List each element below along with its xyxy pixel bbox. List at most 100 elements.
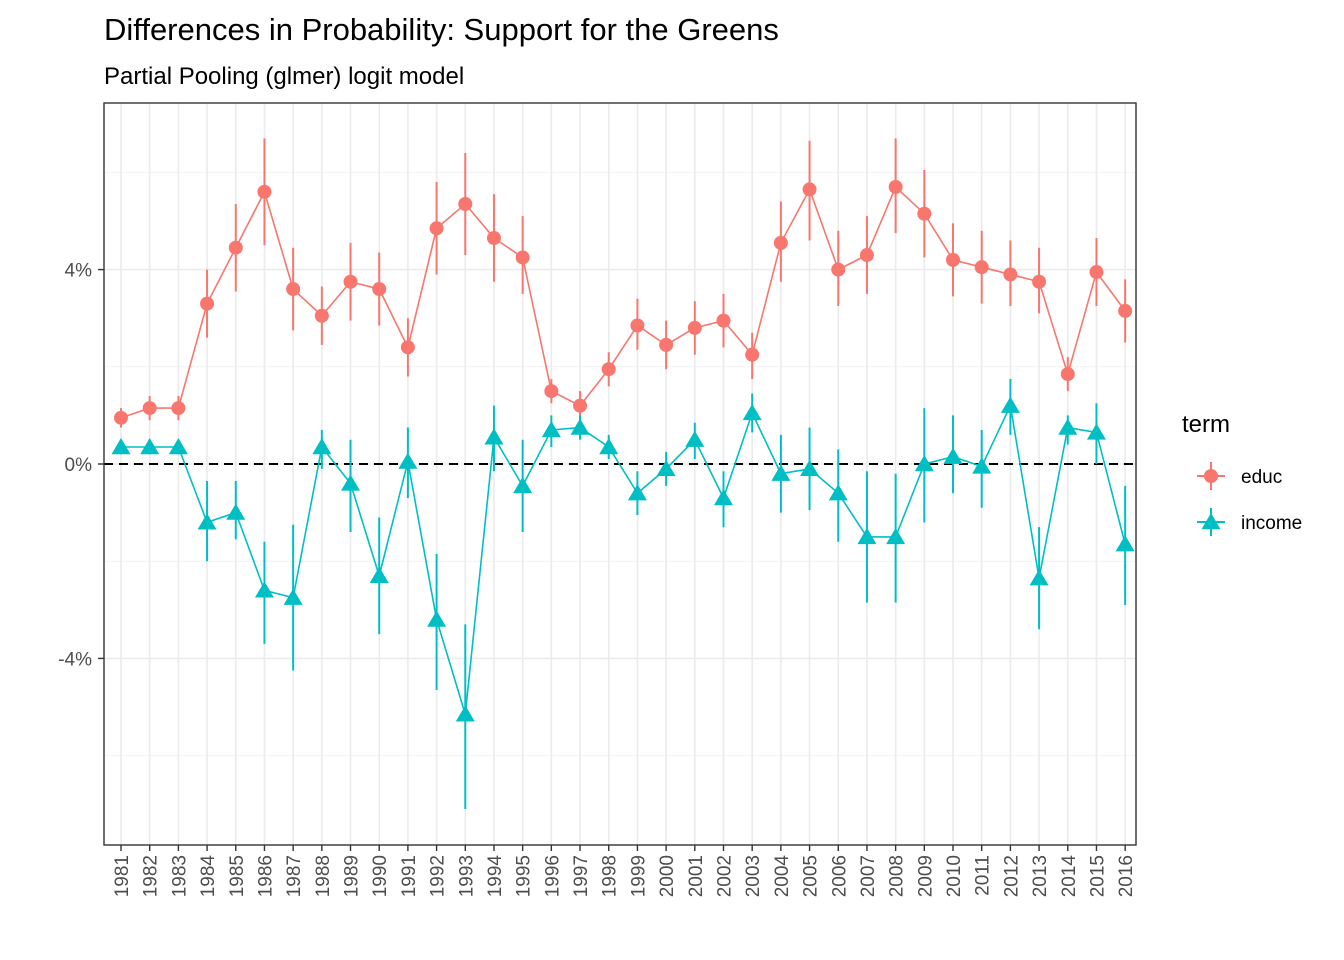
income-point — [771, 464, 791, 481]
educ-point — [257, 184, 272, 199]
educ-point — [773, 235, 788, 250]
x-tick-label: 2003 — [743, 855, 764, 897]
educ-point — [1089, 265, 1104, 280]
x-tick-label: 2005 — [801, 855, 822, 897]
educ-point — [114, 410, 128, 425]
x-tick-label: 1995 — [514, 855, 535, 897]
income-point — [656, 459, 676, 477]
x-tick-label: 1992 — [428, 855, 449, 897]
educ-point — [228, 240, 243, 255]
x-tick-label: 1981 — [112, 855, 133, 897]
x-tick-label: 1983 — [169, 855, 190, 897]
income-point — [283, 588, 303, 605]
x-tick-label: 1998 — [600, 855, 621, 897]
legend-title: term — [1182, 411, 1230, 438]
income-point — [513, 476, 533, 494]
x-tick-label: 2009 — [915, 855, 936, 897]
educ-point — [888, 179, 903, 194]
income-point — [369, 566, 389, 583]
educ-point — [286, 282, 301, 297]
income-point — [226, 503, 246, 520]
y-tick-label: 4% — [65, 261, 93, 282]
educ-point — [946, 252, 961, 267]
x-tick-label: 1996 — [542, 855, 563, 897]
educ-point — [1032, 274, 1047, 289]
educ-point — [544, 384, 559, 399]
income-point — [341, 474, 361, 491]
income-point — [541, 420, 561, 438]
x-tick-label: 2002 — [714, 855, 735, 897]
educ-point — [486, 231, 501, 246]
y-tick-label: 0% — [65, 455, 93, 476]
educ-point — [917, 206, 932, 221]
plot-panel: -4% 0% 4% 1981 1982 1983 1984 1985 1986 1987 1988 1… — [58, 102, 1137, 898]
series-educ — [114, 138, 1133, 428]
educ-point — [314, 308, 329, 323]
panel-background — [104, 103, 1136, 845]
x-tick-label: 1997 — [571, 855, 592, 897]
x-tick-label: 1985 — [227, 855, 248, 897]
income-point — [197, 513, 217, 530]
income-point — [111, 437, 131, 455]
x-tick-label: 2007 — [858, 855, 879, 897]
educ-point — [630, 318, 645, 333]
x-tick-label: 1989 — [342, 855, 363, 897]
educ-point — [429, 221, 444, 236]
x-tick-label: 1990 — [370, 855, 391, 897]
educ-point — [859, 248, 874, 263]
legend: term educ income — [1182, 411, 1302, 536]
income-point — [1058, 418, 1078, 435]
x-tick-label: 1988 — [313, 855, 334, 897]
income-point — [168, 437, 188, 455]
chart-title: Differences in Probability: Support for … — [104, 12, 779, 47]
educ-point — [1118, 303, 1133, 318]
chart-subtitle: Partial Pooling (glmer) logit model — [104, 63, 464, 90]
educ-point — [659, 337, 674, 352]
x-tick-label: 1991 — [399, 855, 420, 897]
panel-border — [103, 102, 1137, 846]
legend-key-educ-marker — [1204, 469, 1218, 483]
educ-point — [1003, 267, 1018, 282]
x-tick-label: 2011 — [973, 855, 994, 896]
income-point — [427, 610, 447, 627]
educ-point — [573, 398, 588, 413]
x-tick-label: 2013 — [1030, 855, 1051, 897]
income-point — [857, 527, 877, 545]
educ-point — [142, 401, 157, 416]
educ-point — [687, 320, 702, 335]
income-point — [254, 581, 274, 598]
x-tick-label: 2010 — [944, 855, 965, 897]
income-point — [914, 455, 934, 472]
x-tick-label: 2006 — [829, 855, 850, 897]
income-point — [1000, 396, 1020, 413]
income-point — [713, 489, 733, 506]
educ-point — [831, 262, 846, 277]
educ-point — [515, 250, 530, 265]
income-point — [140, 437, 160, 455]
x-tick-label: 2015 — [1087, 855, 1108, 897]
income-point — [828, 484, 848, 501]
x-tick-label: 1982 — [141, 855, 162, 897]
educ-point — [716, 313, 731, 328]
legend-key-income-marker — [1201, 513, 1221, 530]
income-point — [972, 457, 992, 474]
x-tick-label: 1984 — [198, 855, 219, 898]
income-point — [1086, 423, 1106, 440]
x-tick-label: 2016 — [1116, 855, 1137, 897]
x-tick-label: 1987 — [284, 855, 305, 897]
educ-point — [171, 401, 186, 416]
educ-point — [1060, 367, 1075, 382]
series-income — [111, 378, 1135, 810]
educ-point — [601, 362, 616, 377]
educ-point — [802, 182, 817, 197]
income-point — [1115, 535, 1135, 552]
x-tick-label: 2004 — [772, 855, 793, 898]
income-point — [599, 437, 619, 455]
income-point — [627, 484, 647, 501]
income-point — [943, 447, 963, 464]
income-point — [570, 418, 590, 435]
x-tick-label: 2000 — [657, 855, 678, 897]
educ-point — [400, 340, 415, 355]
educ-point — [372, 282, 387, 297]
x-tick-label: 2014 — [1059, 855, 1080, 898]
